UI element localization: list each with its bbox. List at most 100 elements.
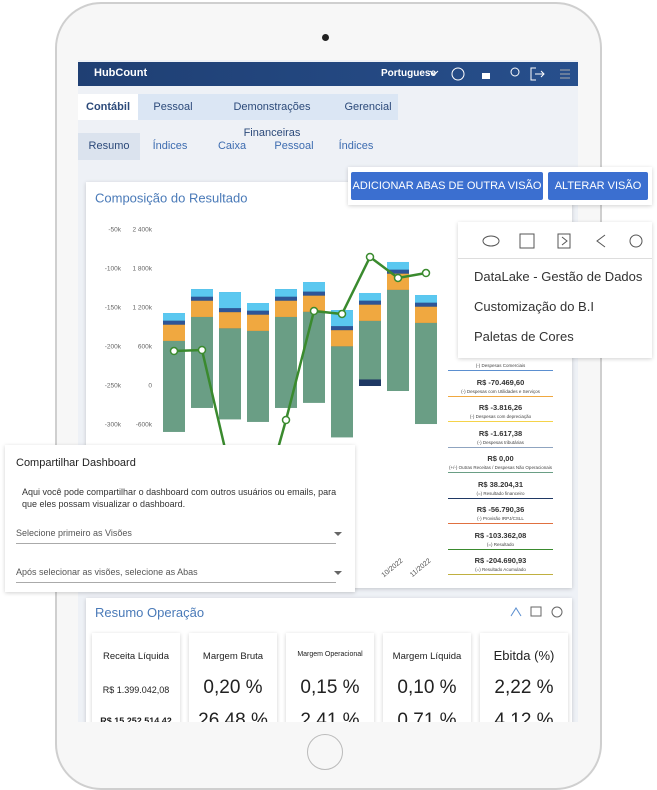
tabs-select[interactable]: Após selecionar as visões, selecione as …	[16, 567, 336, 583]
tab[interactable]: Pessoal	[153, 101, 193, 113]
chevron	[429, 70, 439, 76]
bar-segment	[303, 291, 325, 296]
bar-segment	[191, 289, 213, 297]
list-label: (=) Resultado	[448, 542, 553, 550]
header-bar	[78, 62, 578, 86]
subtab[interactable]: Índices	[152, 140, 188, 152]
bar-segment	[219, 328, 241, 420]
bar-segment	[331, 326, 353, 331]
views-select[interactable]: Selecione primeiro as Visões	[16, 528, 336, 544]
bar-segment	[191, 316, 213, 408]
kpi-card	[92, 633, 180, 722]
bar-segment	[303, 311, 325, 403]
subtab[interactable]: Índices	[338, 140, 374, 152]
tab[interactable]: Demonstrações Financeiras	[233, 101, 311, 139]
x-tick-label: 11/2022	[409, 558, 433, 579]
bar-segment	[415, 306, 437, 323]
menu-icon[interactable]	[560, 69, 570, 79]
kpi-value-secondary: R$ 15.252.514,42	[100, 716, 172, 722]
list-value: R$ -56.790,36	[476, 505, 525, 514]
bar-segment	[275, 296, 297, 301]
action-panel: ADICIONAR ABAS DE OUTRA VISÃO ALTERAR VI…	[348, 167, 652, 205]
share-icon[interactable]	[596, 234, 606, 248]
kpi-card	[189, 633, 277, 722]
bar-segment	[359, 304, 381, 321]
line-point	[421, 268, 431, 278]
y-tick-label: -300k	[105, 422, 122, 429]
pin-icon[interactable]	[510, 607, 522, 617]
exit-icon[interactable]	[530, 67, 545, 81]
x-tick-label: 10/2022	[381, 558, 405, 580]
fullscreen-icon[interactable]	[519, 233, 535, 249]
bar-segment	[331, 330, 353, 347]
kpi-label: Margem Bruta	[202, 651, 264, 662]
subtab[interactable]: Pessoal	[274, 140, 314, 152]
bar-segment	[303, 282, 325, 292]
change-view-button[interactable]: ALTERAR VISÃO	[548, 172, 648, 200]
view-icon[interactable]	[482, 235, 500, 247]
tab[interactable]: Contábil	[78, 94, 138, 120]
list-value: R$ -3.816,26	[478, 403, 523, 412]
home-button[interactable]	[307, 734, 343, 770]
bar-segment	[387, 261, 409, 270]
kpi-label: Ebitda (%)	[493, 648, 555, 663]
list-label: (+/-) Outras Receitas / Despesas Não Ope…	[448, 465, 553, 473]
language-select[interactable]: Portuguese	[381, 68, 437, 79]
bar-segment	[247, 314, 269, 331]
list-value: R$ -204.690,93	[474, 556, 527, 565]
y-tick-label: 1 800k	[132, 266, 152, 273]
kpi-value: R$ 1.399.042,08	[102, 685, 170, 695]
menu-item[interactable]: Customização do B.I	[474, 299, 594, 314]
y-tick-label: -100k	[105, 266, 122, 273]
subtab[interactable]: Caixa	[217, 140, 247, 152]
list-label: (-) Provisão IRPJ/CSLL	[448, 516, 553, 524]
y-tick-label: -50k	[108, 227, 121, 234]
line	[173, 255, 427, 524]
line-point	[169, 346, 179, 356]
play-icon[interactable]	[557, 233, 571, 249]
bar-segment	[387, 289, 409, 392]
bar-segment	[275, 316, 297, 408]
add-tabs-button[interactable]: ADICIONAR ABAS DE OUTRA VISÃO	[351, 172, 543, 200]
y-tick-label: 2 400k	[132, 227, 152, 234]
line-point	[393, 273, 403, 283]
tab[interactable]: Gerencial	[344, 101, 392, 113]
bar-segment	[275, 289, 297, 297]
lock-icon[interactable]	[482, 73, 490, 79]
y-tick-label: -200k	[105, 344, 122, 351]
kpi-value: 0,15 %	[300, 677, 360, 698]
kpi-label: Receita Líquida	[102, 651, 170, 662]
bar-segment	[247, 330, 269, 422]
expand-icon[interactable]	[530, 606, 542, 617]
kpi-value: 0,20 %	[203, 677, 263, 698]
bar-segment	[359, 292, 381, 301]
list-label: (-) Despesas tributárias	[448, 440, 553, 448]
logo: HubCount	[94, 67, 148, 79]
bar-segment	[359, 320, 381, 380]
help-icon[interactable]	[451, 67, 465, 81]
bar-segment	[387, 269, 409, 274]
list-value: R$ 38.204,31	[477, 479, 524, 489]
list-label: (=) Resultado financeiro	[448, 491, 553, 499]
kpi-value-secondary: 2,41 %	[300, 710, 360, 722]
summary-icons	[510, 606, 563, 618]
options-menu: DataLake - Gestão de Dados Customização …	[458, 222, 652, 358]
help-icon[interactable]	[551, 606, 563, 618]
menu-item[interactable]: Paletas de Cores	[474, 329, 574, 344]
bar-segment	[191, 296, 213, 301]
bar-segment	[275, 300, 297, 317]
subtab[interactable]: Resumo	[78, 133, 140, 160]
bar-segment	[219, 312, 241, 329]
bar-segment	[247, 303, 269, 311]
settings-icon[interactable]	[629, 234, 643, 248]
bar-segment	[359, 300, 381, 305]
kpi-label: Margem Operacional	[297, 651, 363, 658]
line-point	[281, 415, 291, 425]
menu-item[interactable]: DataLake - Gestão de Dados	[474, 269, 643, 284]
select-arrows	[334, 532, 342, 575]
y-tick-label: 1 200k	[132, 305, 152, 312]
bulb-icon[interactable]	[510, 67, 520, 77]
divider	[458, 258, 652, 259]
bar-segment	[415, 322, 437, 425]
